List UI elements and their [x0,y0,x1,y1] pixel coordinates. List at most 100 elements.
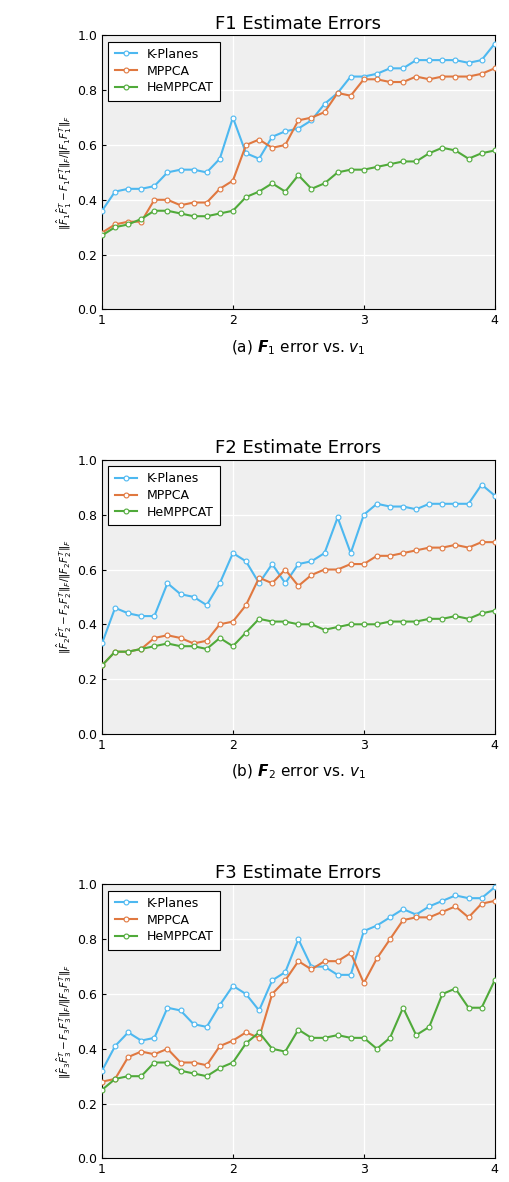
K-Planes [477,478,484,492]
Line: K-Planes: K-Planes [99,41,496,213]
MPPCA [399,74,405,89]
HeMPPCAT [412,615,418,629]
MPPCA [295,579,301,593]
K-Planes [334,968,340,982]
MPPCA [125,1050,131,1064]
K-Planes [256,151,262,165]
MPPCA [386,548,392,563]
HeMPPCAT [438,987,444,1001]
Title: F1 Estimate Errors: F1 Estimate Errors [215,14,381,33]
K-Planes [230,546,236,560]
HeMPPCAT [373,617,379,631]
HeMPPCAT [177,207,183,221]
MPPCA [465,70,471,84]
HeMPPCAT [451,981,458,995]
HeMPPCAT [269,176,275,190]
MPPCA [151,193,157,207]
K-Planes [465,891,471,905]
MPPCA [438,70,444,84]
MPPCA [203,1058,209,1072]
K-Planes [112,184,118,199]
K-Planes [451,889,458,903]
MPPCA [281,138,288,152]
MPPCA [412,70,418,84]
Line: HeMPPCAT: HeMPPCAT [99,978,496,1092]
HeMPPCAT [465,612,471,626]
K-Planes [281,965,288,979]
K-Planes [373,66,379,80]
Line: K-Planes: K-Planes [99,885,496,1073]
HeMPPCAT [151,203,157,217]
HeMPPCAT [386,157,392,171]
Line: MPPCA: MPPCA [99,66,496,235]
MPPCA [295,954,301,968]
MPPCA [334,86,340,100]
K-Planes [426,496,432,511]
MPPCA [412,544,418,558]
HeMPPCAT [386,615,392,629]
HeMPPCAT [491,143,497,157]
K-Planes [99,636,105,650]
K-Planes [203,598,209,612]
MPPCA [334,954,340,968]
K-Planes [242,554,248,569]
MPPCA [112,217,118,232]
HeMPPCAT [125,644,131,658]
K-Planes [256,576,262,590]
MPPCA [347,557,353,571]
K-Planes [242,987,248,1001]
K-Planes [477,53,484,67]
K-Planes [347,70,353,84]
MPPCA [426,910,432,924]
MPPCA [99,226,105,240]
HeMPPCAT [177,639,183,654]
HeMPPCAT [426,1020,432,1034]
K-Planes [477,891,484,905]
K-Planes [412,502,418,517]
HeMPPCAT [99,228,105,242]
HeMPPCAT [281,184,288,199]
Legend: K-Planes, MPPCA, HeMPPCAT: K-Planes, MPPCA, HeMPPCAT [108,891,220,949]
Line: K-Planes: K-Planes [99,482,496,645]
HeMPPCAT [491,973,497,987]
K-Planes [216,998,222,1012]
HeMPPCAT [451,143,458,157]
MPPCA [242,138,248,152]
MPPCA [151,631,157,645]
HeMPPCAT [269,1041,275,1056]
HeMPPCAT [491,604,497,618]
HeMPPCAT [281,1045,288,1059]
HeMPPCAT [99,1083,105,1097]
K-Planes [321,546,327,560]
MPPCA [242,1025,248,1039]
MPPCA [491,535,497,550]
MPPCA [230,1033,236,1047]
MPPCA [177,631,183,645]
HeMPPCAT [216,207,222,221]
MPPCA [164,1041,170,1056]
K-Planes [451,53,458,67]
Title: F3 Estimate Errors: F3 Estimate Errors [215,864,381,882]
HeMPPCAT [360,1031,366,1045]
HeMPPCAT [203,642,209,656]
MPPCA [347,89,353,103]
MPPCA [491,61,497,76]
K-Planes [347,546,353,560]
MPPCA [477,66,484,80]
K-Planes [164,576,170,590]
HeMPPCAT [230,203,236,217]
MPPCA [190,1056,196,1070]
K-Planes [138,1033,144,1047]
Line: HeMPPCAT: HeMPPCAT [99,145,496,238]
K-Planes [386,910,392,924]
MPPCA [177,1056,183,1070]
HeMPPCAT [295,1022,301,1037]
K-Planes [177,1004,183,1018]
K-Planes [321,960,327,974]
K-Planes [177,587,183,602]
K-Planes [438,894,444,908]
K-Planes [426,53,432,67]
HeMPPCAT [399,155,405,169]
HeMPPCAT [426,612,432,626]
MPPCA [321,563,327,577]
